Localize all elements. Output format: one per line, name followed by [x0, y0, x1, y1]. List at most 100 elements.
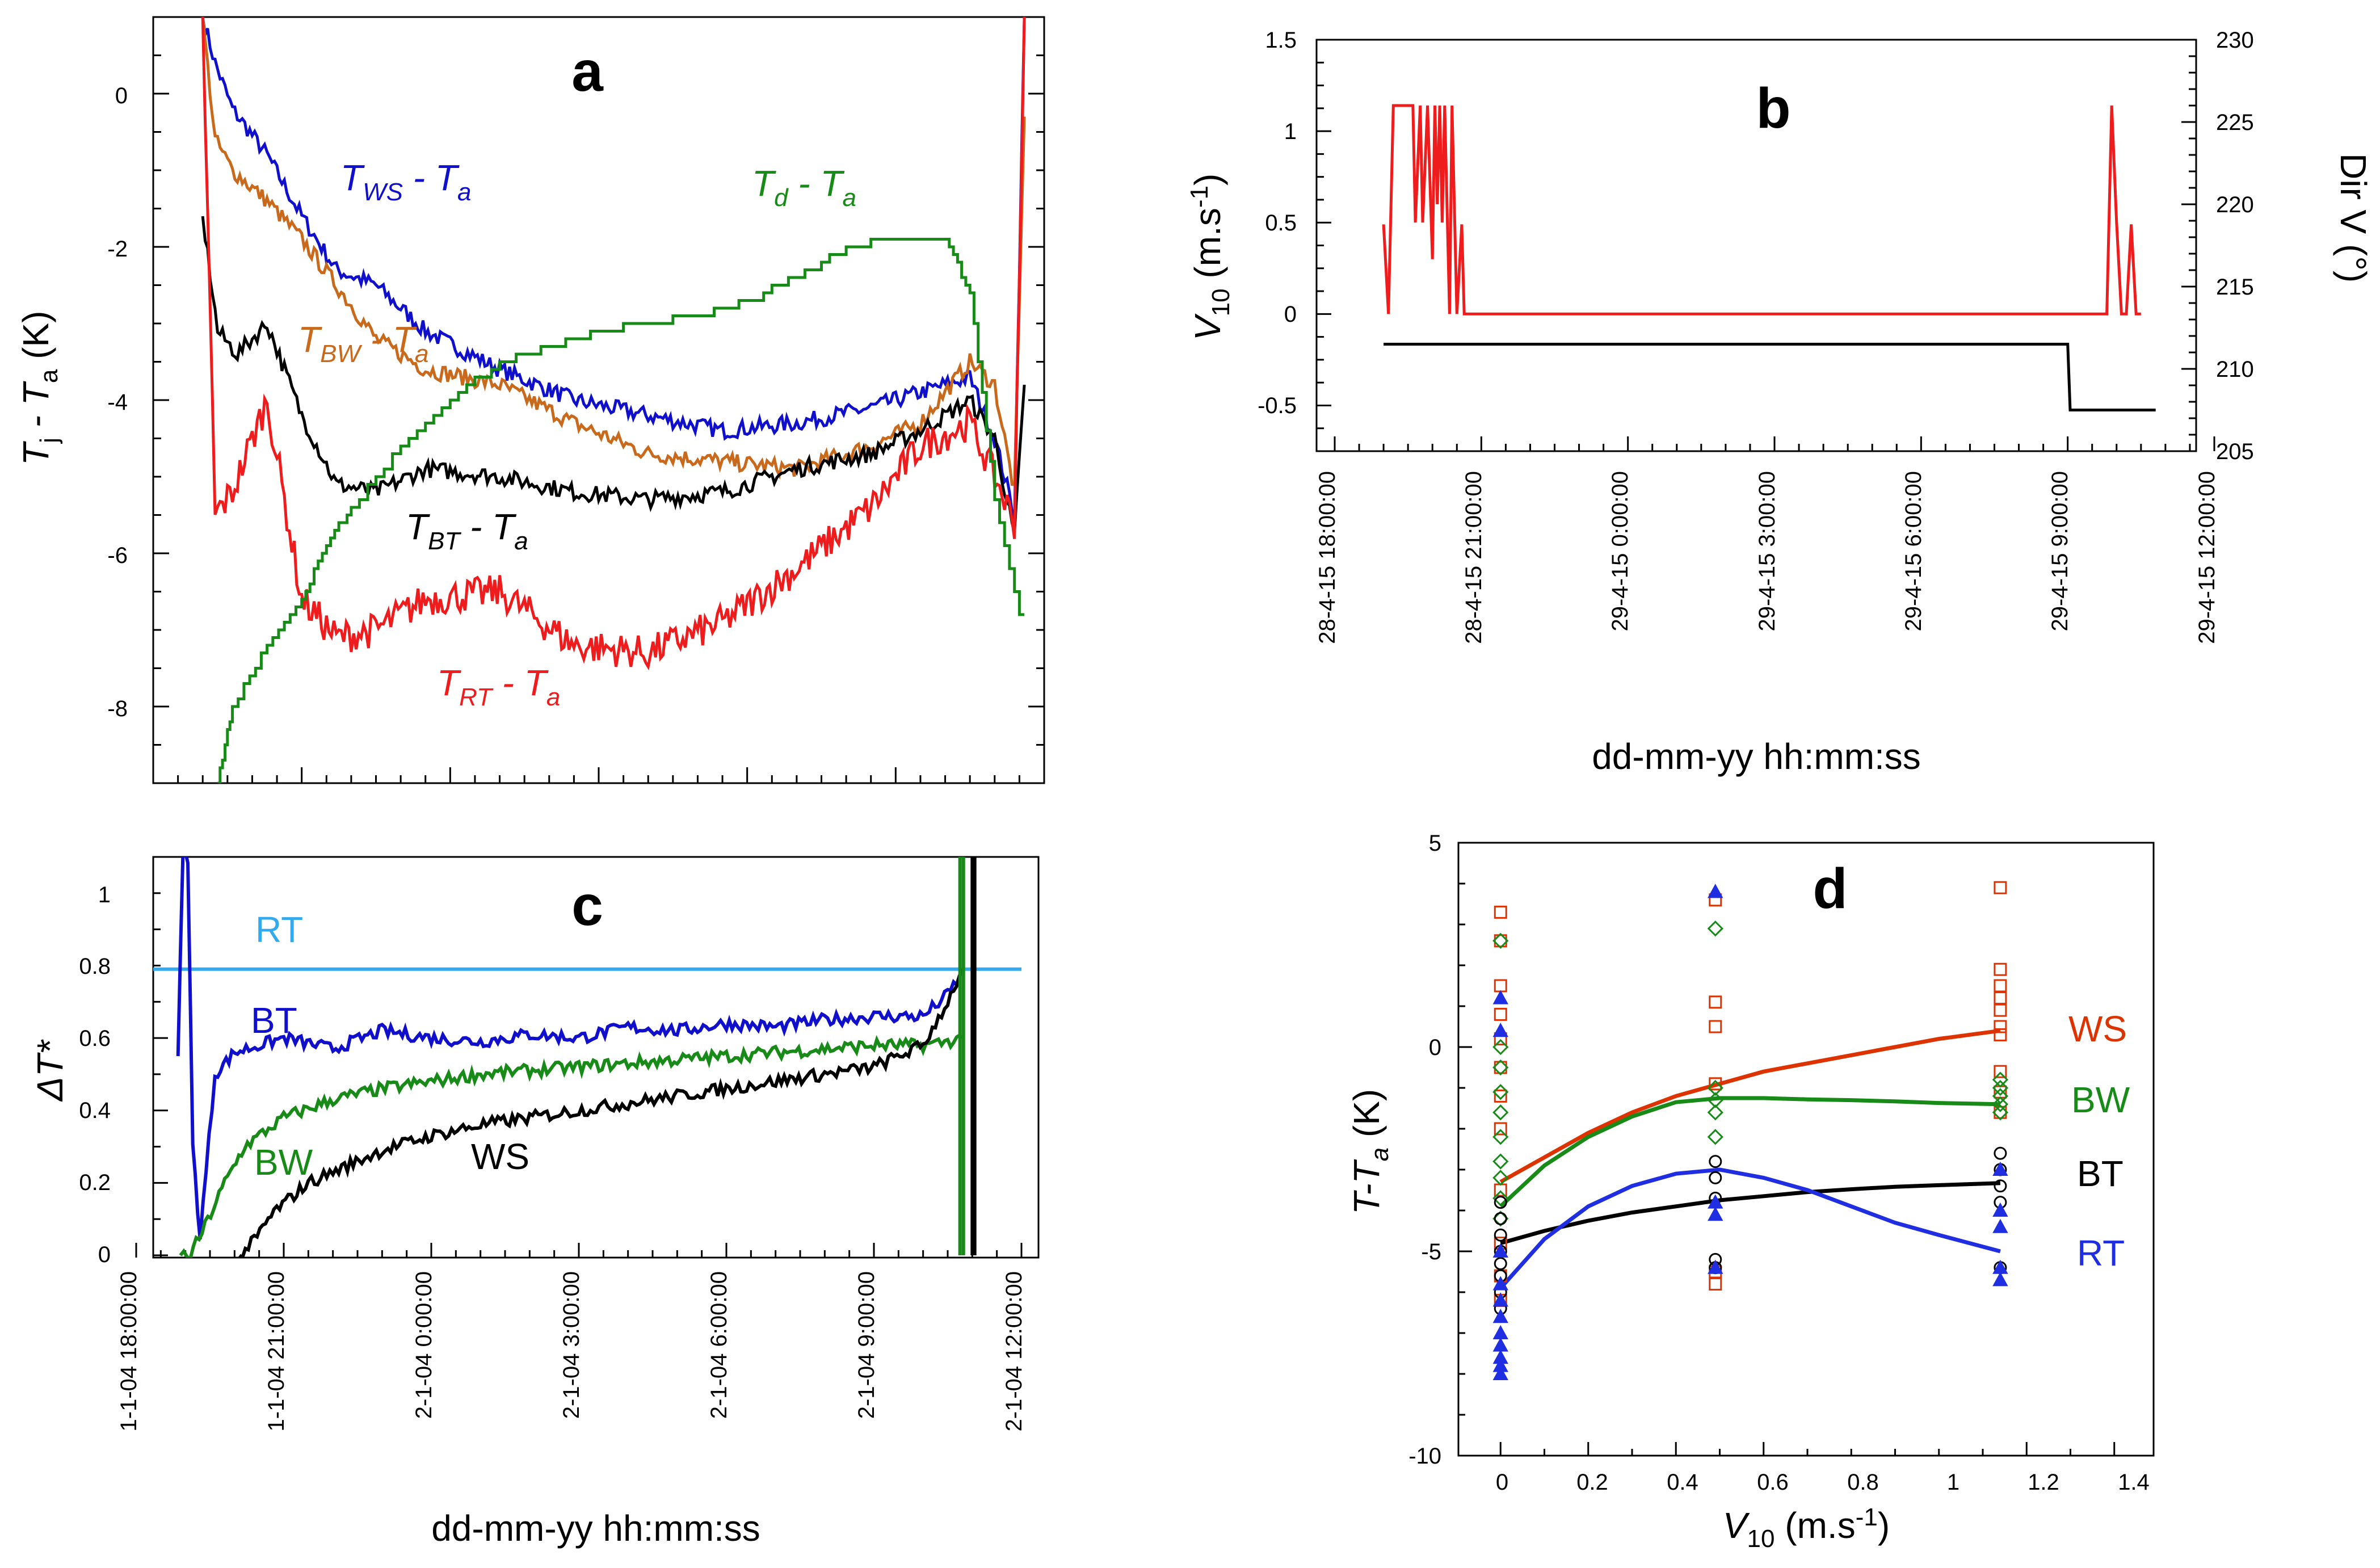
panel-c-xtick: 2-1-04 0:00:00 — [411, 1271, 436, 1419]
panel-d-ylabel: T-Ta (K) — [1346, 1089, 1394, 1214]
point-ws — [1994, 962, 2007, 976]
panel-d-xtick: 0.4 — [1667, 1470, 1698, 1495]
point-bw — [1707, 920, 1723, 937]
point-bw — [1492, 1104, 1509, 1121]
panel-a-series — [201, 17, 1026, 783]
point-rt — [1708, 884, 1723, 898]
panel-c-ticks — [135, 856, 1023, 1258]
panel-a-ytick: -8 — [107, 696, 128, 721]
point-bw — [1707, 1079, 1723, 1096]
panel-b-ytick: 1.5 — [1265, 28, 1297, 53]
point-rt — [1492, 1325, 1508, 1339]
point-ws — [1994, 979, 2007, 993]
point-rt — [1708, 1207, 1723, 1221]
panel-b-y2tick: 205 — [2216, 439, 2254, 464]
panel-c-xlabel: dd-mm-yy hh:mm:ss — [431, 1508, 760, 1549]
series-tws — [201, 17, 1026, 522]
panel-d-xtick: 1.2 — [2028, 1470, 2059, 1495]
panel-b-ytick: 0.5 — [1265, 211, 1297, 236]
panel-d-xtick: 0.8 — [1847, 1470, 1879, 1495]
point-ws — [1709, 1077, 1722, 1091]
panel-a-frame — [152, 16, 1045, 784]
point-bw — [1492, 1059, 1509, 1076]
panel-a-ytick: -2 — [107, 237, 128, 262]
panel-c-xtick: 2-1-04 3:00:00 — [559, 1271, 584, 1419]
point-bt — [1709, 1171, 1722, 1184]
panel-c-series — [153, 857, 1021, 1258]
panel-b-ytick: -0.5 — [1258, 393, 1297, 418]
point-rt — [1492, 1365, 1508, 1380]
point-rt — [1708, 1259, 1723, 1274]
point-bw — [1992, 1079, 2009, 1096]
panel-b-xtick: 29-4-15 12:00:00 — [2194, 471, 2219, 644]
point-bt — [1494, 1228, 1507, 1242]
point-bw — [1992, 1096, 2009, 1112]
series-bw — [179, 1033, 964, 1258]
panel-c-xtick: 2-1-04 9:00:00 — [854, 1271, 879, 1419]
point-ws — [1709, 1277, 1722, 1291]
point-bt — [1494, 1212, 1507, 1225]
label-tws-ta: TWS - Ta — [340, 157, 471, 206]
point-rt — [1492, 990, 1508, 1004]
point-rt — [1492, 1292, 1508, 1307]
panel-b-y2tick: 215 — [2216, 275, 2254, 300]
label-ws: WS — [471, 1136, 529, 1177]
panel-b-y2tick: 230 — [2216, 28, 2254, 53]
panel-c-ytick: 0.2 — [79, 1170, 111, 1195]
point-rt — [1992, 1218, 2008, 1233]
point-ws — [1709, 1020, 1722, 1033]
point-rt — [1492, 1243, 1508, 1258]
point-bw — [1492, 1084, 1509, 1100]
point-rt — [1492, 1337, 1508, 1352]
point-ws — [1494, 1183, 1507, 1197]
point-bt — [1494, 1257, 1507, 1271]
panel-d-xtick: 0.2 — [1576, 1470, 1608, 1495]
label-bt: BT — [251, 1000, 297, 1041]
panel-a-ticks — [152, 16, 1045, 784]
point-bw — [1492, 1153, 1509, 1170]
point-bw — [1492, 932, 1509, 949]
panel-d-ticks — [1458, 842, 2116, 1457]
panel-b-letter: b — [1756, 77, 1790, 140]
panel-d-ytick: 0 — [1429, 1035, 1441, 1060]
panel-d: 5 0 -5 -10 0 0.2 0.4 0.6 0.8 1 1.2 1.4 V… — [1346, 831, 2155, 1553]
point-bw — [1707, 1129, 1723, 1145]
panel-c-ytick: 1 — [98, 882, 111, 907]
panel-d-xtick: 0.6 — [1757, 1470, 1789, 1495]
fit-bt — [1500, 1181, 2001, 1245]
label-rt: RT — [255, 909, 303, 950]
panel-d-letter: d — [1813, 857, 1847, 920]
point-bw — [1707, 1104, 1723, 1121]
panel-b-xtick: 29-4-15 9:00:00 — [2047, 471, 2072, 631]
panel-b-xtick: 29-4-15 6:00:00 — [1901, 471, 1926, 631]
point-bt — [1994, 1146, 2007, 1160]
panel-c: 1 0.8 0.6 0.4 0.2 0 1-1-04 18:00:00 1-1-… — [30, 856, 1040, 1549]
panel-c-ytick: 0 — [98, 1242, 111, 1267]
label-tbw-ta: TBW - Ta — [298, 319, 428, 368]
panel-b-ytick: 0 — [1284, 302, 1297, 327]
panel-b-ylabel: V10 (m.s-1) — [1185, 174, 1235, 340]
panel-d-frame — [1457, 842, 2155, 1457]
panel-a: 0 -2 -4 -6 -8 Tj - Ta (K) a TWS - Ta Td … — [15, 16, 1045, 784]
point-ws — [1994, 1085, 2007, 1099]
series-v10 — [1382, 104, 2141, 316]
point-rt — [1992, 1259, 2008, 1274]
point-ws — [1494, 905, 1507, 919]
series-tbw — [201, 17, 1026, 487]
panel-b-ytick: 1 — [1284, 119, 1297, 144]
point-ws — [1494, 979, 1507, 993]
point-rt — [1992, 1161, 2008, 1176]
point-rt — [1992, 1272, 2008, 1287]
panel-d-ytick: 5 — [1429, 831, 1441, 856]
series-dir-v — [1384, 343, 2156, 411]
panel-b-y2tick: 225 — [2216, 110, 2254, 135]
panel-c-frame — [152, 856, 1040, 1259]
point-ws — [1494, 1007, 1507, 1021]
point-bw — [1992, 1088, 2009, 1104]
point-ws — [1709, 995, 1722, 1009]
panel-b-xtick: 28-4-15 18:00:00 — [1315, 471, 1340, 644]
point-bw — [1992, 1071, 2009, 1088]
point-ws — [1994, 1028, 2007, 1041]
point-ws — [1994, 1003, 2007, 1017]
panel-a-ytick: -6 — [107, 543, 128, 568]
